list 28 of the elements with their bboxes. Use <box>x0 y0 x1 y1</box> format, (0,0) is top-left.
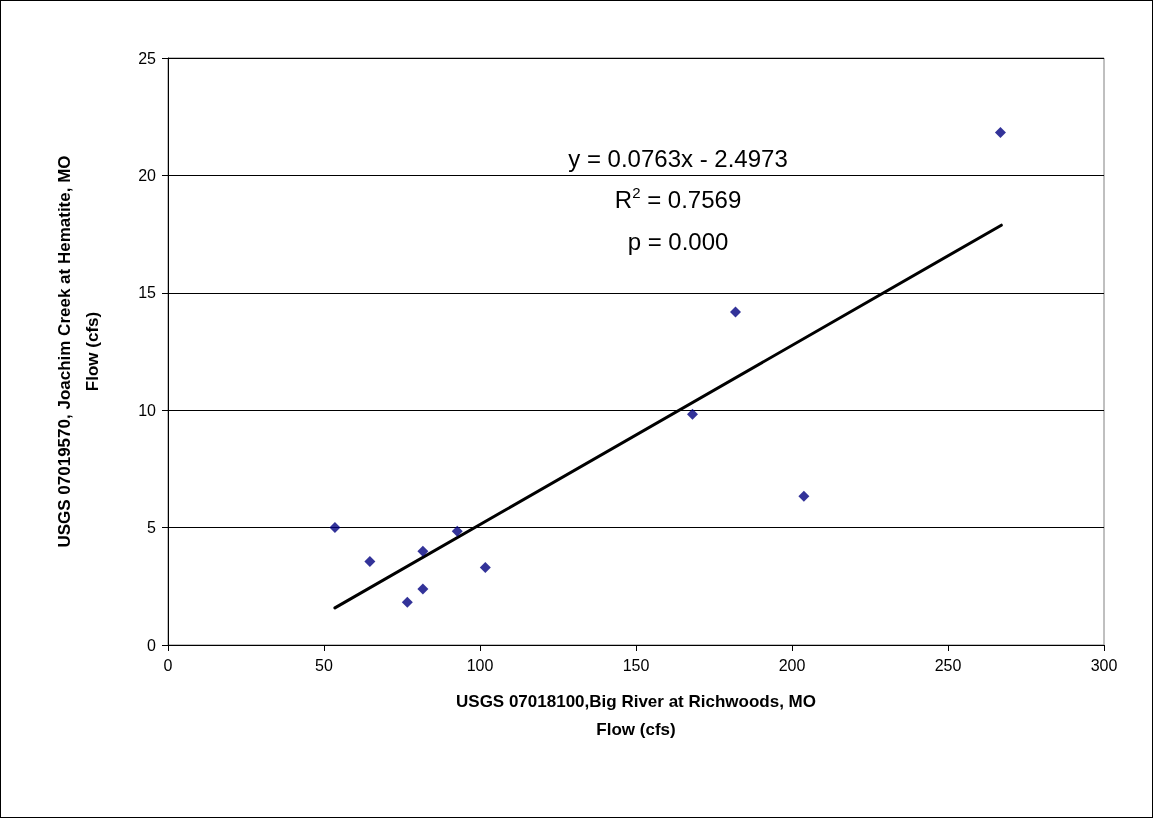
x-tick-label: 0 <box>163 656 173 674</box>
point <box>730 306 742 318</box>
point <box>798 490 810 502</box>
point <box>329 522 341 534</box>
x-axis-title: USGS 07018100,Big River at Richwoods, MO Flow (cfs) <box>456 691 816 739</box>
point <box>479 562 491 574</box>
y-axis-title: USGS 07019570, Joachim Creek at Hematite, MO Flow (cfs) <box>54 155 102 548</box>
y-tick-label: 5 <box>147 519 157 537</box>
x-tick-label: 300 <box>1090 656 1118 674</box>
point <box>451 525 463 537</box>
y-tick-label: 15 <box>138 284 157 302</box>
x-tick-label: 100 <box>466 656 494 674</box>
x-tick-label: 250 <box>934 656 962 674</box>
annotation: y = 0.0763x - 2.4973 <box>568 144 788 172</box>
y-tick-label: 25 <box>138 49 157 67</box>
point <box>401 596 413 608</box>
y-tick-label: 10 <box>138 401 157 419</box>
x-tick-label: 50 <box>315 656 333 674</box>
point <box>686 408 698 420</box>
point <box>417 583 429 595</box>
annotation: p = 0.000 <box>627 227 729 255</box>
point <box>417 545 429 557</box>
x-tick-label: 150 <box>622 656 650 674</box>
y-tick-label: 0 <box>147 636 157 654</box>
point <box>994 126 1006 138</box>
x-tick-label: 200 <box>778 656 806 674</box>
point <box>364 555 376 567</box>
y-tick-label: 20 <box>138 166 157 184</box>
